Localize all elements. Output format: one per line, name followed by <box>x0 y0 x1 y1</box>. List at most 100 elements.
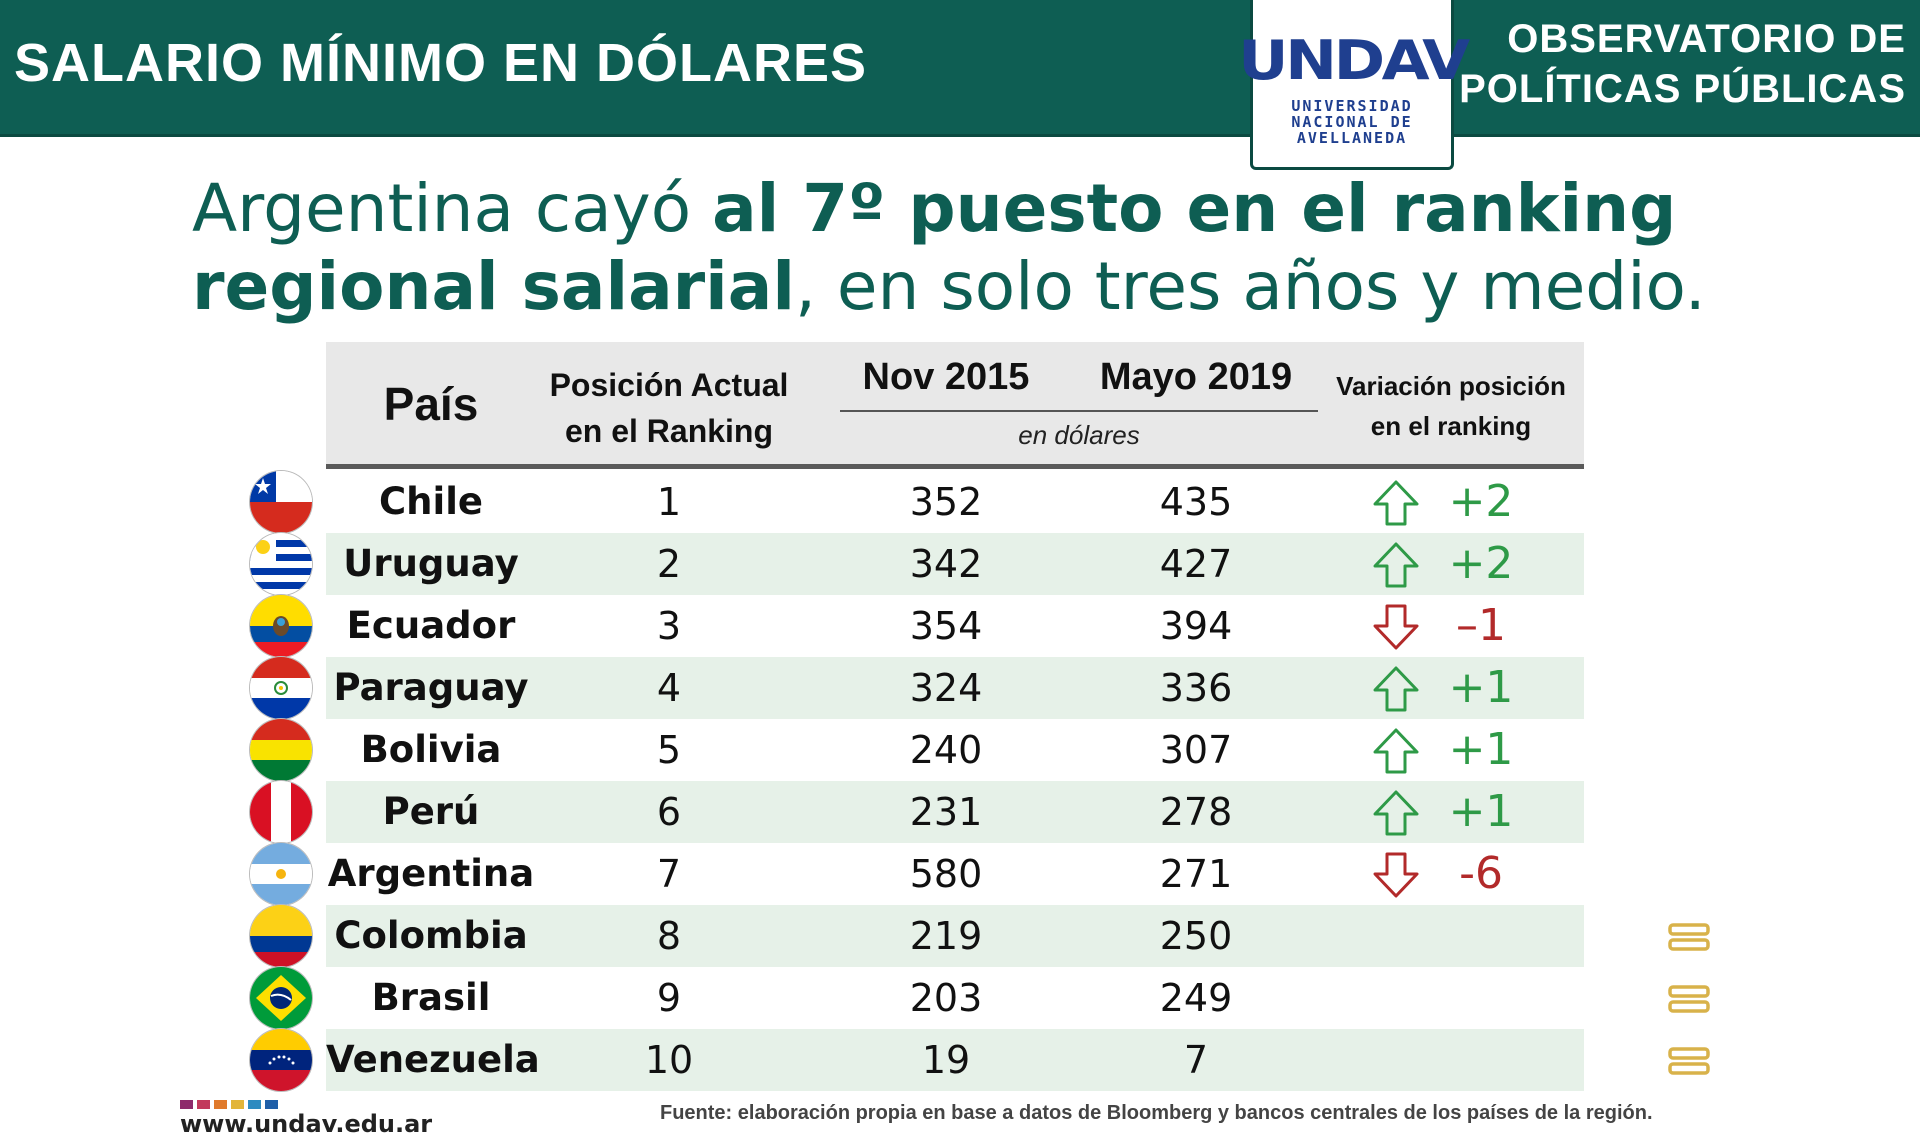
mayo-2019-cell: 427 <box>1159 542 1233 586</box>
pais-cell: Argentina <box>327 852 535 895</box>
footer-url: www.undav.edu.ar <box>180 1110 433 1138</box>
logo-text: UNIVERSIDAD NACIONAL DE AVELLANEDA <box>1291 97 1413 147</box>
table-row: Chile 1 352 435 +2 <box>246 471 1584 533</box>
posicion-cell: 8 <box>656 914 682 958</box>
variacion-value: –1 <box>1456 600 1506 651</box>
row-band <box>326 533 1584 595</box>
paraguay-flag-icon <box>250 657 312 719</box>
arrow-up-icon <box>1371 788 1421 838</box>
posicion-cell: 5 <box>656 728 682 772</box>
colombia-flag-icon <box>250 905 312 967</box>
brand-dots <box>180 1096 282 1114</box>
pais-cell: Uruguay <box>343 542 519 585</box>
posicion-cell: 7 <box>656 852 682 896</box>
header-divider <box>840 410 1318 412</box>
equal-icon <box>1668 1047 1710 1075</box>
table-header: País Posición Actual en el Ranking Nov 2… <box>326 342 1584 469</box>
mayo-2019-cell: 307 <box>1159 728 1233 772</box>
variacion-value: +1 <box>1448 724 1514 775</box>
mayo-2019-cell: 336 <box>1159 666 1233 710</box>
table-row: Uruguay 2 342 427 +2 <box>246 533 1584 595</box>
variacion-value: +2 <box>1448 476 1514 527</box>
undav-logo: UNDAV UNIVERSIDAD NACIONAL DE AVELLANEDA <box>1238 0 1470 170</box>
nov-2015-cell: 203 <box>909 976 983 1020</box>
variacion-value: +2 <box>1448 538 1514 589</box>
pais-cell: Venezuela <box>326 1038 540 1081</box>
header-nov-2015: Nov 2015 <box>862 356 1030 398</box>
nov-2015-cell: 324 <box>909 666 983 710</box>
arrow-down-icon <box>1371 602 1421 652</box>
page-title: SALARIO MÍNIMO EN DÓLARES <box>14 33 868 93</box>
mayo-2019-cell: 7 <box>1183 1038 1209 1082</box>
header-variacion: Variación posición en el ranking <box>1336 371 1566 441</box>
row-band <box>326 1029 1584 1091</box>
table-row: Brasil 9 203 249 <box>246 967 1710 1029</box>
pais-cell: Chile <box>379 480 483 523</box>
header-bar: SALARIO MÍNIMO EN DÓLARES UNDAV UNIVERSI… <box>0 0 1920 170</box>
uruguay-flag-icon <box>250 533 312 595</box>
venezuela-flag-icon <box>250 1029 312 1091</box>
table-row: Perú 6 231 278 +1 <box>246 781 1584 843</box>
nov-2015-cell: 354 <box>909 604 983 648</box>
ecuador-flag-icon <box>250 595 312 657</box>
header-pais: País <box>383 378 479 430</box>
posicion-cell: 1 <box>656 480 682 524</box>
arrow-up-icon <box>1371 664 1421 714</box>
row-band <box>326 905 1584 967</box>
variacion-value: -6 <box>1459 848 1503 899</box>
table-row: Venezuela 10 19 7 <box>246 1029 1710 1091</box>
nov-2015-cell: 219 <box>909 914 983 958</box>
argentina-flag-icon <box>250 843 312 905</box>
nov-2015-cell: 342 <box>909 542 983 586</box>
table-body: Chile 1 352 435 +2 Uruguay 2 342 427 +2 Ecuador 3 35… <box>246 471 1710 1091</box>
chile-flag-icon <box>250 471 312 533</box>
table-row: Colombia 8 219 250 <box>246 905 1710 967</box>
header-mayo-2019: Mayo 2019 <box>1099 356 1293 398</box>
header-unit: en dólares <box>1018 420 1140 450</box>
row-band <box>326 657 1584 719</box>
nov-2015-cell: 580 <box>909 852 983 896</box>
pais-cell: Perú <box>382 790 480 833</box>
mayo-2019-cell: 435 <box>1159 480 1233 524</box>
posicion-cell: 3 <box>656 604 682 648</box>
peru-flag-icon <box>250 781 312 843</box>
pais-cell: Colombia <box>334 914 528 957</box>
mayo-2019-cell: 278 <box>1159 790 1233 834</box>
observatorio-label: OBSERVATORIO DE POLÍTICAS PÚBLICAS <box>1459 17 1906 111</box>
variacion-value: +1 <box>1448 662 1514 713</box>
equal-icon <box>1668 985 1710 1013</box>
arrow-up-icon <box>1371 726 1421 776</box>
posicion-cell: 6 <box>656 790 682 834</box>
arrow-up-icon <box>1371 478 1421 528</box>
mayo-2019-cell: 249 <box>1159 976 1233 1020</box>
posicion-cell: 4 <box>656 666 682 710</box>
mayo-2019-cell: 250 <box>1159 914 1233 958</box>
posicion-cell: 9 <box>656 976 682 1020</box>
table-row: Argentina 7 580 271 -6 <box>246 843 1584 905</box>
nov-2015-cell: 240 <box>909 728 983 772</box>
pais-cell: Ecuador <box>346 604 516 647</box>
arrow-down-icon <box>1371 850 1421 900</box>
variacion-value: +1 <box>1448 786 1514 837</box>
posicion-cell: 10 <box>644 1038 694 1082</box>
footer-source: Fuente: elaboración propia en base a dat… <box>660 1102 1653 1124</box>
nov-2015-cell: 352 <box>909 480 983 524</box>
nov-2015-cell: 19 <box>921 1038 971 1082</box>
table-row: Bolivia 5 240 307 +1 <box>246 719 1584 781</box>
table-row: Ecuador 3 354 394 –1 <box>246 595 1584 657</box>
arrow-up-icon <box>1371 540 1421 590</box>
posicion-cell: 2 <box>656 542 682 586</box>
row-band <box>326 781 1584 843</box>
nov-2015-cell: 231 <box>909 790 983 834</box>
logo-mark: UNDAV <box>1238 29 1470 92</box>
header-posicion: Posición Actual en el Ranking <box>549 367 789 449</box>
pais-cell: Paraguay <box>333 666 529 709</box>
headline: Argentina cayó al 7º puesto en el rankin… <box>192 170 1706 325</box>
mayo-2019-cell: 271 <box>1159 852 1233 896</box>
equal-icon <box>1668 923 1710 951</box>
mayo-2019-cell: 394 <box>1159 604 1233 648</box>
table-row: Paraguay 4 324 336 +1 <box>246 657 1584 719</box>
pais-cell: Bolivia <box>360 728 502 771</box>
pais-cell: Brasil <box>371 976 491 1019</box>
brasil-flag-icon <box>250 967 312 1029</box>
